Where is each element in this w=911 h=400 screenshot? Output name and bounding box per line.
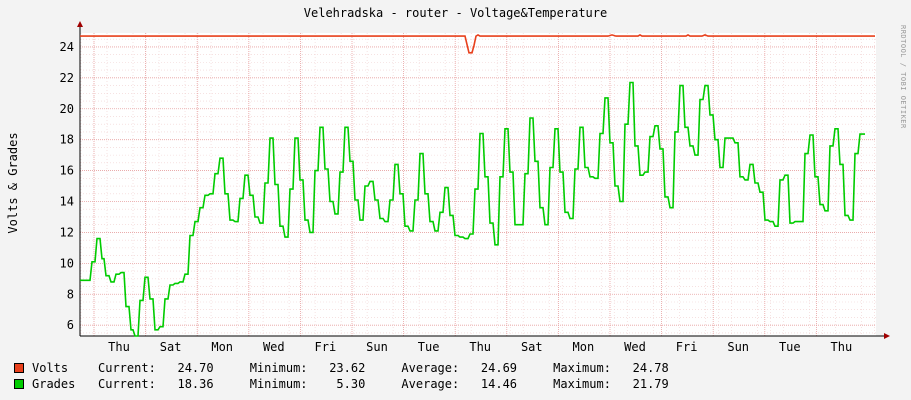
legend-swatch-volts xyxy=(14,363,24,373)
x-tick-label: Tue xyxy=(418,340,440,354)
x-axis-arrow xyxy=(884,333,890,339)
x-tick-label: Mon xyxy=(211,340,233,354)
x-tick-label: Thu xyxy=(469,340,491,354)
chart-title: Velehradska - router - Voltage&Temperatu… xyxy=(303,6,608,20)
y-tick-label: 22 xyxy=(60,71,74,85)
x-tick-label: Fri xyxy=(676,340,698,354)
y-tick-label: 16 xyxy=(60,164,74,178)
x-tick-label: Tue xyxy=(779,340,801,354)
legend-series-name: Grades xyxy=(32,377,76,391)
series-line-grades xyxy=(80,81,865,337)
y-tick-label: 6 xyxy=(67,318,74,332)
y-tick-label: 20 xyxy=(60,102,74,116)
y-tick-label: 14 xyxy=(60,195,74,209)
legend-series-name: Volts xyxy=(32,361,69,375)
legend-swatch-grades xyxy=(14,379,24,389)
y-tick-label: 10 xyxy=(60,256,74,270)
y-tick-label: 12 xyxy=(60,225,74,239)
x-tick-label: Wed xyxy=(263,340,285,354)
side-credit: RRDTOOL / TOBI OETIKER xyxy=(899,25,907,129)
y-axis-arrow xyxy=(77,21,83,27)
x-tick-label: Thu xyxy=(831,340,853,354)
x-tick-label: Sat xyxy=(160,340,182,354)
x-tick-label: Mon xyxy=(573,340,595,354)
y-tick-label: 18 xyxy=(60,133,74,147)
x-tick-label: Thu xyxy=(108,340,130,354)
legend-row-grades: Grades Current: 18.36 Minimum: 5.30 Aver… xyxy=(14,377,669,391)
series-line-volts xyxy=(80,33,875,54)
x-tick-label: Sat xyxy=(521,340,543,354)
x-tick-label: Wed xyxy=(624,340,646,354)
x-tick-label: Sun xyxy=(366,340,388,354)
legend-stats: Current: 24.70 Minimum: 23.62 Average: 2… xyxy=(98,361,669,375)
y-tick-label: 8 xyxy=(67,287,74,301)
legend-row-volts: Volts Current: 24.70 Minimum: 23.62 Aver… xyxy=(14,361,669,375)
x-tick-label: Fri xyxy=(315,340,337,354)
y-tick-label: 24 xyxy=(60,40,74,54)
legend-stats: Current: 18.36 Minimum: 5.30 Average: 14… xyxy=(98,377,669,391)
x-tick-label: Sun xyxy=(727,340,749,354)
